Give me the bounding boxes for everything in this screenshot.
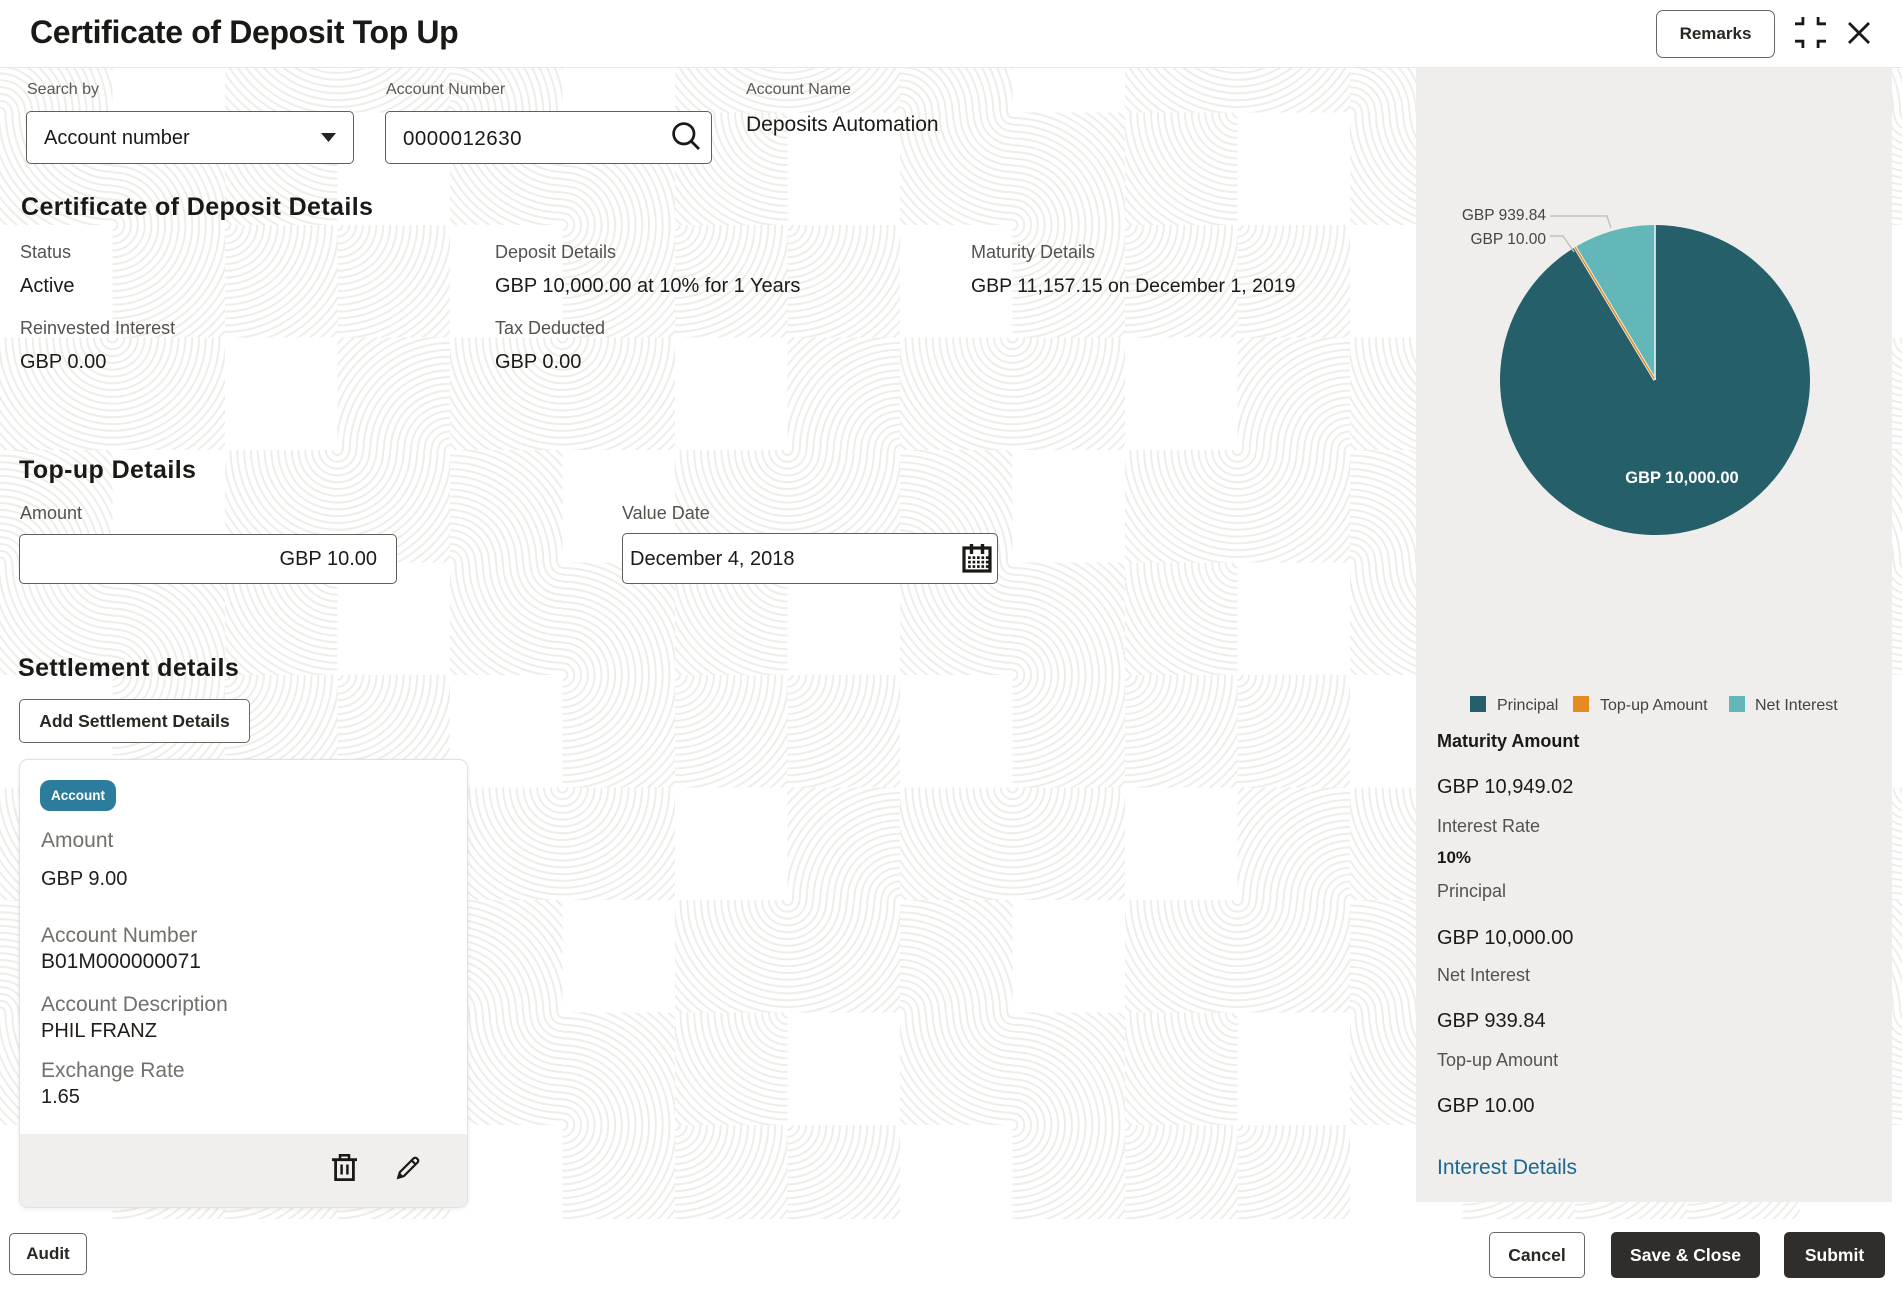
svg-text:GBP 10.00: GBP 10.00	[1470, 231, 1546, 248]
svg-text:GBP 939.84: GBP 939.84	[1462, 207, 1547, 224]
svg-text:Top-up Amount: Top-up Amount	[1600, 697, 1708, 714]
svg-text:GBP 10,000.00: GBP 10,000.00	[1625, 469, 1738, 487]
svg-text:Principal: Principal	[1497, 697, 1558, 714]
svg-text:Net Interest: Net Interest	[1755, 697, 1838, 714]
